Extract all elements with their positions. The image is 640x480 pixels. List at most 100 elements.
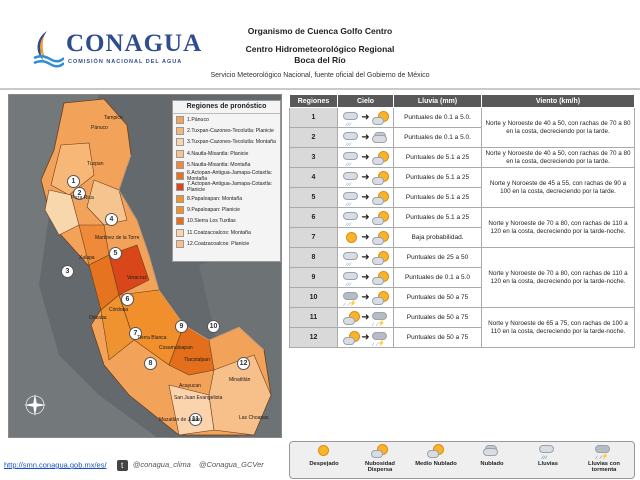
sky-legend-item: ∕∕∕ Lluvias — [524, 444, 572, 467]
city-label: San Juan Evangelista — [174, 395, 223, 401]
sky-legend-label: Nublado — [480, 461, 504, 467]
legend-swatch — [176, 160, 184, 169]
storm-weather-icon: ⚡ ∕ ∕ — [371, 311, 388, 328]
sky-cell: ∕∕∕ ➜ — [337, 167, 394, 188]
table-row: 12 ➜ ⚡ ∕ ∕ Puntuales de 50 a 75 — [289, 327, 635, 348]
region-pin-6: 6 — [121, 293, 134, 306]
rain-cell: Puntuales de 0.1 a 5.0. — [393, 127, 482, 148]
logo-wordmark: CONAGUA — [66, 30, 203, 57]
sky-cell: ∕∕∕ ➜ — [337, 187, 394, 208]
arrow-right-icon: ➜ — [361, 272, 370, 283]
legend-swatch — [176, 217, 184, 226]
table-header-row: Regiones Cielo Lluvia (mm) Viento (km/h) — [289, 94, 635, 108]
legend-label: 1.Pánuco — [187, 116, 209, 123]
table-row: 11 ➜ ⚡ ∕ ∕ Puntuales de 50 a 75 Norte y Noroe… — [289, 307, 635, 348]
rain-cell: Baja probabilidad. — [393, 227, 482, 248]
sun-weather-icon — [315, 444, 333, 460]
legend-item: 10.Sierra Los Tuxtlas — [173, 216, 280, 227]
legend-label: 6.Actopan-Antigua-Jamapa-Cotaxtla: Monta… — [187, 170, 273, 183]
region-cell: 11 — [289, 307, 338, 328]
sky-cell: ∕∕∕ ➜ — [337, 107, 394, 128]
region-pin-11: 11 — [189, 413, 202, 426]
rain-weather-icon: ∕∕∕ — [343, 171, 359, 188]
table-body: 1 ∕∕∕ ➜ Puntuales de 0.1 a 5.0. Norte y Noro… — [289, 107, 635, 348]
region-cell: 3 — [289, 147, 338, 168]
rain-weather-icon: ∕∕∕ — [343, 131, 359, 148]
legend-swatch — [176, 194, 184, 203]
rain-weather-icon: ∕∕∕ — [343, 111, 359, 128]
city-label: Córdoba — [109, 307, 129, 313]
legend-label: 3.Tuxpan-Cazones-Tecolutla: Montaña — [187, 139, 276, 146]
region-pin-12: 12 — [237, 357, 250, 370]
partly-weather-icon — [371, 150, 389, 165]
footer: http://smn.conagua.gob.mx/es/ t @conagua… — [4, 460, 270, 471]
sky-cell: ➜ ⚡ ∕ ∕ — [337, 327, 394, 348]
conagua-emblem-icon — [33, 31, 64, 68]
title-place: Boca del Río — [294, 55, 346, 65]
legend-item: 6.Actopan-Antigua-Jamapa-Cotaxtla: Monta… — [173, 170, 280, 183]
city-label: Tuxpan — [87, 161, 104, 167]
sky-cell: ∕∕∕ ➜ — [337, 267, 394, 288]
table-row: 1 ∕∕∕ ➜ Puntuales de 0.1 a 5.0. Norte y Noro… — [289, 107, 635, 148]
logo-subtitle: COMISIÓN NACIONAL DEL AGUA — [68, 59, 183, 65]
region-cell: 8 — [289, 247, 338, 268]
legend-label: 5.Nautla-Misantla: Montaña — [187, 161, 251, 168]
city-label: Poza Rica — [71, 195, 94, 201]
rain-cell: Puntuales de 5.1 a 25 — [393, 147, 482, 168]
storm-weather-icon: ⚡ ∕ ∕ — [371, 331, 388, 348]
sky-cell: ∕∕∕ ➜ — [337, 247, 394, 268]
city-label: Pánuco — [91, 125, 108, 131]
twitter-icon: t — [116, 460, 128, 471]
region-pin-5: 5 — [109, 247, 122, 260]
smn-link[interactable]: http://smn.conagua.gob.mx/es/ — [4, 460, 107, 470]
partly-weather-icon — [343, 330, 361, 345]
city-label: Las Choapas — [239, 415, 269, 421]
cloud-weather-icon — [483, 444, 501, 460]
sky-cell: ∕∕∕ ➜ — [337, 127, 394, 148]
legend-item: 11.Coatzacoalcos: Montaña — [173, 227, 280, 238]
conagua-logo: CONAGUA COMISIÓN NACIONAL DEL AGUA — [30, 28, 210, 68]
legend-item: 5.Nautla-Misantla: Montaña — [173, 159, 280, 170]
legend-swatch — [176, 239, 184, 248]
city-label: Tampico — [104, 115, 123, 121]
legend-item: 9.Papaloapan: Planicie — [173, 204, 280, 215]
region-pin-4: 4 — [105, 213, 118, 226]
region-cell: 7 — [289, 227, 338, 248]
legend-item: 12.Coatzacoalcos: Planicie — [173, 238, 280, 249]
rain-cell: Puntuales de 50 a 75 — [393, 307, 482, 328]
twitter-handle-1[interactable]: @conagua_clima — [132, 460, 191, 470]
wind-cell: Norte y Noroeste de 45 a 55, con rachas … — [481, 167, 635, 208]
region-cell: 12 — [289, 327, 338, 348]
sky-legend-label: Lluvias con tormenta — [588, 461, 620, 473]
partly-weather-icon — [371, 230, 389, 245]
city-label: Martínez de la Torre — [95, 235, 140, 241]
partly-weather-icon — [371, 290, 389, 305]
wind-cell: Norte y Noroeste de 40 a 50, con rachas … — [481, 147, 635, 168]
legend-item: 8.Papaloapan: Montaña — [173, 193, 280, 204]
legend-label: 12.Coatzacoalcos: Planicie — [187, 240, 250, 247]
arrow-right-icon: ➜ — [361, 192, 370, 203]
partly-weather-icon — [371, 210, 389, 225]
table-row: 7 ➜ Baja probabilidad. — [289, 227, 635, 248]
region-pin-8: 8 — [144, 357, 157, 370]
legend-label: 4.Nautla-Misantla: Planicie — [187, 150, 249, 157]
region-pin-7: 7 — [129, 327, 142, 340]
legend-swatch — [176, 149, 184, 158]
arrow-right-icon: ➜ — [361, 292, 370, 303]
partly-weather-icon — [343, 310, 361, 325]
city-label: Xalapa — [79, 255, 95, 261]
sky-legend-item: Nubosidad Dispersa — [356, 444, 404, 473]
region-cell: 2 — [289, 127, 338, 148]
map-legend: Regiones de pronóstico 1.Pánuco 2.Tuxpan-… — [172, 100, 281, 262]
twitter-handle-2[interactable]: @Conagua_GCVer — [198, 460, 264, 470]
legend-item: 2.Tuxpan-Cazones-Tecolutla: Planicie — [173, 125, 280, 136]
rain-cell: Puntuales de 25 a 50 — [393, 247, 482, 268]
sky-legend-label: Medio Nublado — [415, 461, 457, 467]
partly-weather-icon — [371, 110, 389, 125]
city-label: Minatitlán — [229, 377, 251, 383]
rain-weather-icon: ∕∕∕ — [539, 444, 557, 461]
rain-cell: Puntuales de 0.1 a 5.0 — [393, 267, 482, 288]
sky-cell: ⚡ ∕ ∕ ➜ — [337, 287, 394, 308]
compass-rose-icon — [24, 394, 46, 416]
rain-weather-icon: ∕∕∕ — [343, 151, 359, 168]
